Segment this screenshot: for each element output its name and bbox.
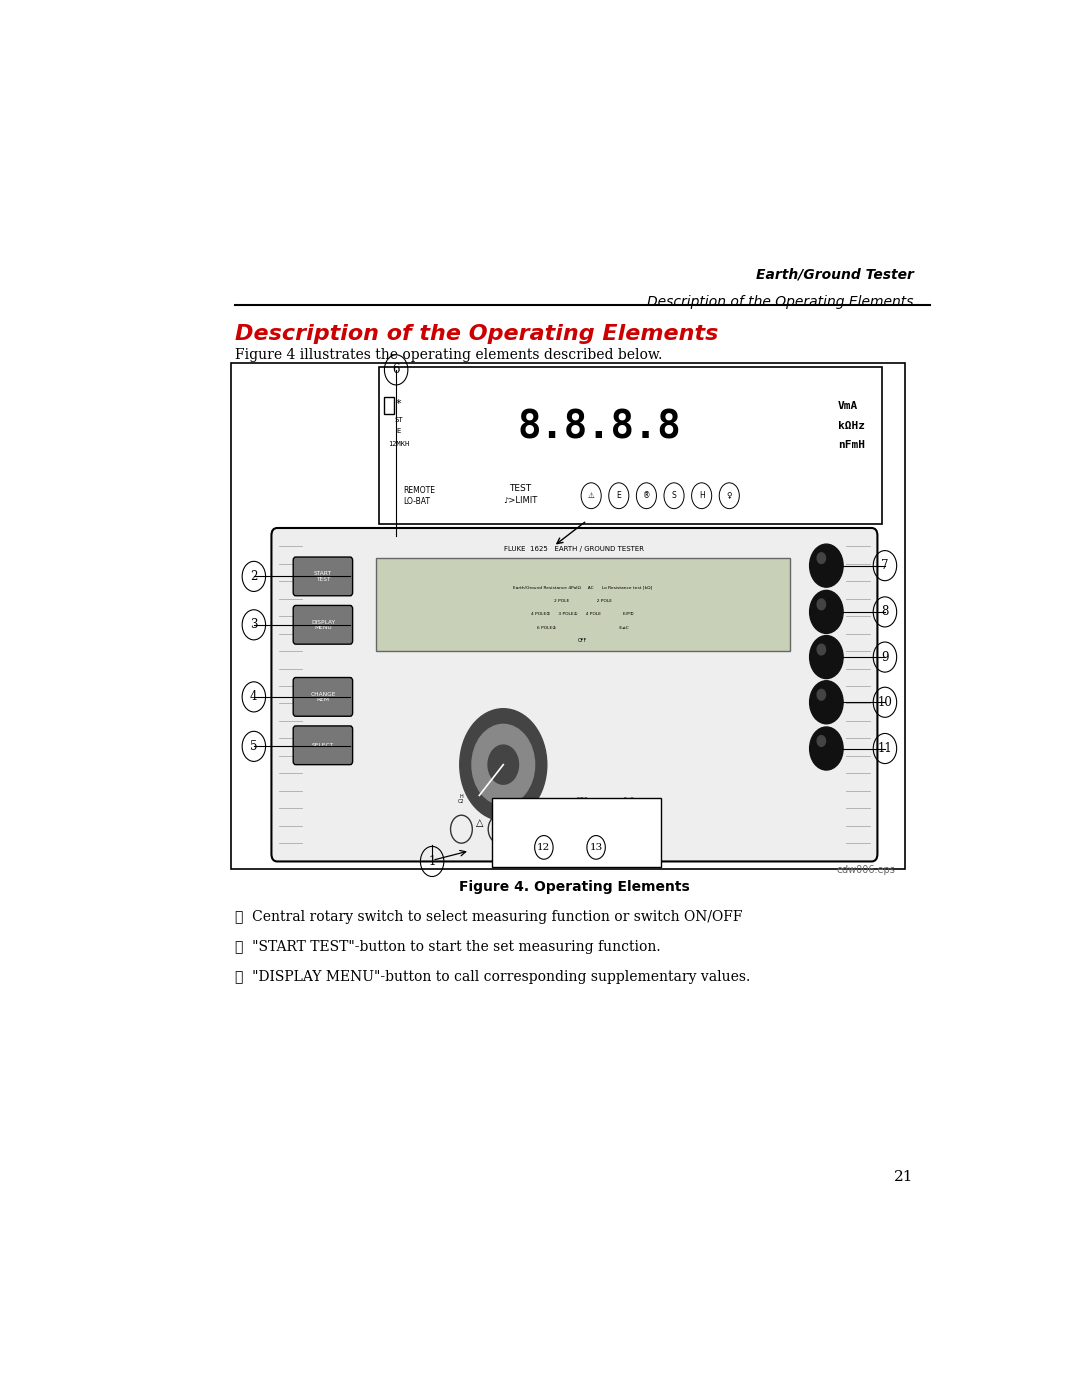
Text: 12MKH: 12MKH: [388, 441, 409, 447]
Text: ♀: ♀: [727, 492, 732, 500]
Text: ®: ®: [643, 492, 650, 500]
Text: 9: 9: [881, 651, 889, 664]
Text: 4: 4: [251, 690, 258, 703]
Circle shape: [810, 545, 843, 587]
FancyBboxPatch shape: [293, 557, 352, 595]
Text: VmA: VmA: [838, 401, 859, 412]
Text: E: E: [617, 492, 621, 500]
Text: E: E: [396, 429, 401, 434]
Circle shape: [472, 725, 535, 805]
Text: START
TEST: START TEST: [314, 571, 332, 581]
Text: S: S: [672, 492, 676, 500]
Circle shape: [818, 689, 825, 700]
Text: 4 POLE①      3 POLE②      4 POLE                E/P①: 4 POLE① 3 POLE② 4 POLE E/P①: [531, 612, 634, 616]
Text: TEST: TEST: [509, 483, 531, 493]
Circle shape: [810, 636, 843, 679]
Text: 7: 7: [881, 559, 889, 573]
FancyBboxPatch shape: [293, 726, 352, 764]
FancyBboxPatch shape: [293, 678, 352, 717]
Circle shape: [810, 726, 843, 770]
Text: H
C2: H C2: [458, 793, 464, 805]
Text: 13: 13: [590, 842, 603, 852]
Text: ①  Central rotary switch to select measuring function or switch ON/OFF: ① Central rotary switch to select measur…: [235, 909, 743, 923]
Text: E/P①: E/P①: [577, 796, 589, 802]
Text: Earth/Ground Tester: Earth/Ground Tester: [756, 268, 914, 282]
Circle shape: [818, 599, 825, 609]
FancyBboxPatch shape: [231, 363, 905, 869]
Text: 11: 11: [878, 742, 892, 754]
FancyBboxPatch shape: [379, 366, 882, 524]
Text: 2: 2: [251, 570, 257, 583]
Text: ⚠: ⚠: [588, 492, 595, 500]
FancyBboxPatch shape: [376, 559, 789, 651]
FancyBboxPatch shape: [492, 798, 661, 866]
Text: edw006.eps: edw006.eps: [836, 865, 895, 875]
Text: E≠C: E≠C: [623, 796, 634, 802]
Text: REMOTE: REMOTE: [403, 486, 435, 495]
Text: H: H: [699, 492, 704, 500]
Text: *: *: [396, 400, 402, 409]
Circle shape: [818, 553, 825, 563]
Text: CHANGE
REM: CHANGE REM: [310, 692, 336, 703]
Text: nFmH: nFmH: [838, 440, 865, 450]
Text: 1: 1: [429, 855, 436, 868]
Text: Figure 4 illustrates the operating elements described below.: Figure 4 illustrates the operating eleme…: [235, 348, 663, 362]
Text: FLUKE  1625   EARTH / GROUND TESTER: FLUKE 1625 EARTH / GROUND TESTER: [504, 546, 645, 552]
Text: 3: 3: [251, 619, 258, 631]
Text: 6: 6: [392, 363, 400, 376]
Circle shape: [810, 680, 843, 724]
Text: ♪>LIMIT: ♪>LIMIT: [503, 496, 537, 504]
Text: Earth/Ground Resistance 4PolΩ     AC      Lo Resistance test [kΩ]: Earth/Ground Resistance 4PolΩ AC Lo Resi…: [513, 585, 652, 590]
Text: SELECT: SELECT: [312, 743, 334, 747]
FancyBboxPatch shape: [384, 397, 394, 414]
Text: ③  "DISPLAY MENU"-button to call corresponding supplementary values.: ③ "DISPLAY MENU"-button to call correspo…: [235, 970, 751, 983]
Circle shape: [818, 736, 825, 746]
Text: 6 POLE③                                              E≠C: 6 POLE③ E≠C: [537, 626, 629, 630]
Text: S
P2: S P2: [496, 793, 502, 805]
FancyBboxPatch shape: [271, 528, 877, 862]
Text: Description of the Operating Elements: Description of the Operating Elements: [235, 324, 719, 344]
Text: 5: 5: [251, 740, 258, 753]
Text: rear side: rear side: [549, 813, 605, 827]
Text: 2 POLE                    2 POLE: 2 POLE 2 POLE: [554, 599, 611, 604]
Circle shape: [810, 591, 843, 633]
Circle shape: [460, 708, 546, 820]
Circle shape: [488, 745, 518, 784]
Text: 8.8.8.8: 8.8.8.8: [517, 409, 681, 447]
Text: DISPLAY
MENU: DISPLAY MENU: [311, 620, 335, 630]
Text: ②  "START TEST"-button to start the set measuring function.: ② "START TEST"-button to start the set m…: [235, 940, 661, 954]
Text: Description of the Operating Elements: Description of the Operating Elements: [647, 295, 914, 309]
Text: Figure 4. Operating Elements: Figure 4. Operating Elements: [459, 880, 690, 894]
Text: ST: ST: [394, 418, 403, 423]
Text: △: △: [475, 819, 483, 828]
Text: 12: 12: [537, 842, 551, 852]
FancyBboxPatch shape: [293, 605, 352, 644]
Circle shape: [818, 644, 825, 655]
Text: 21: 21: [894, 1171, 914, 1185]
Text: 10: 10: [878, 696, 892, 708]
Text: 8: 8: [881, 605, 889, 619]
Text: kΩHz: kΩHz: [838, 420, 865, 430]
Text: LO-BAT: LO-BAT: [403, 496, 430, 506]
Text: OFF: OFF: [578, 638, 588, 644]
